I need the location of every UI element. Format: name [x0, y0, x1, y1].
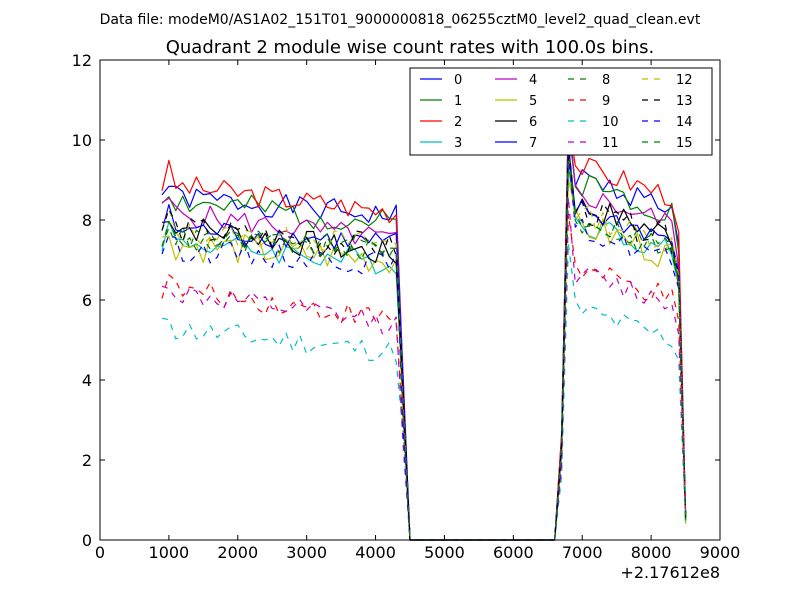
- y-tick-label: 12: [72, 51, 92, 70]
- x-tick-label: 0: [95, 543, 105, 562]
- legend-label-10: 10: [602, 115, 619, 130]
- x-tick-label: 6000: [493, 543, 534, 562]
- series-layer: [161, 113, 687, 541]
- series-line-4: [161, 125, 687, 541]
- legend-label-7: 7: [529, 136, 537, 151]
- legend-label-1: 1: [454, 94, 462, 109]
- series-line-10: [161, 243, 687, 541]
- chart-title: Quadrant 2 module wise count rates with …: [166, 37, 655, 58]
- series-line-2: [161, 118, 687, 541]
- legend-label-9: 9: [602, 94, 610, 109]
- legend-label-3: 3: [454, 136, 462, 151]
- legend-label-11: 11: [602, 136, 619, 151]
- legend-label-14: 14: [676, 115, 693, 130]
- series-line-9: [161, 213, 687, 541]
- legend-label-2: 2: [454, 115, 462, 130]
- x-tick-label: 7000: [562, 543, 603, 562]
- y-tick-label: 2: [82, 451, 92, 470]
- series-line-15: [161, 162, 687, 541]
- legend-label-15: 15: [676, 136, 693, 151]
- x-tick-label: 3000: [286, 543, 327, 562]
- legend-label-0: 0: [454, 73, 462, 88]
- legend-label-13: 13: [676, 94, 693, 109]
- chart-suptitle: Data file: modeM0/AS1A02_151T01_90000008…: [100, 12, 701, 28]
- x-offset-label: +2.17612e8: [620, 563, 720, 582]
- legend-label-12: 12: [676, 73, 693, 88]
- y-tick-label: 0: [82, 531, 92, 550]
- x-tick-label: 2000: [217, 543, 258, 562]
- ticks-layer: 0 1000 2000 3000 4000 5000 6000 7000 8000 9000 0 2 4…: [72, 51, 741, 562]
- legend-label-6: 6: [529, 115, 537, 130]
- x-tick-label: 5000: [424, 543, 465, 562]
- series-line-12: [161, 158, 687, 541]
- x-tick-label: 4000: [355, 543, 396, 562]
- series-line-14: [161, 153, 687, 541]
- x-tick-label: 1000: [149, 543, 190, 562]
- series-line-0: [161, 119, 687, 541]
- series-line-11: [161, 196, 687, 541]
- y-tick-label: 10: [72, 131, 92, 150]
- series-line-1: [161, 113, 687, 541]
- plot-frame: [99, 59, 721, 541]
- legend-label-5: 5: [529, 94, 537, 109]
- y-tick-label: 8: [82, 211, 92, 230]
- y-tick-label: 4: [82, 371, 92, 390]
- series-line-5: [161, 179, 687, 541]
- series-line-13: [161, 143, 687, 541]
- y-tick-label: 6: [82, 291, 92, 310]
- legend-label-4: 4: [529, 73, 537, 88]
- series-line-8: [161, 143, 687, 541]
- x-tick-label: 9000: [700, 543, 741, 562]
- series-line-7: [161, 142, 687, 541]
- legend-frame: [409, 67, 713, 156]
- x-tick-label: 8000: [631, 543, 672, 562]
- legend-label-8: 8: [602, 73, 610, 88]
